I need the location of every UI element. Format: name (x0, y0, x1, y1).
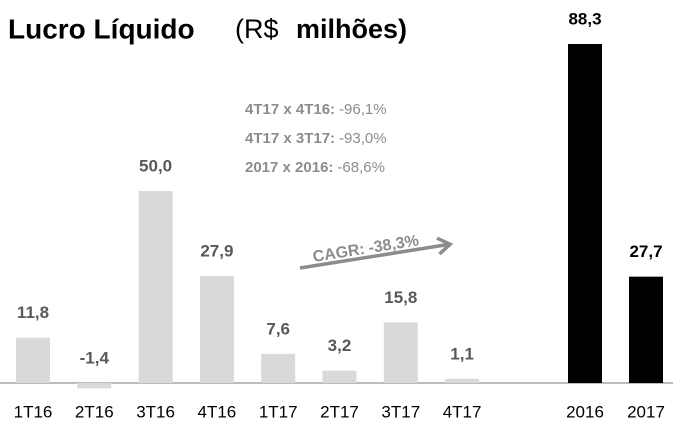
cagr: CAGR:-38,3% (312, 233, 420, 267)
chart-title: Lucro Líquido (8, 13, 195, 44)
bar (199, 275, 234, 383)
data-label: 15,8 (384, 288, 417, 307)
data-label: 27,9 (200, 241, 233, 260)
chart-unit: milhões) (296, 14, 407, 44)
cagr-arrow (299, 236, 454, 270)
bar (322, 370, 357, 383)
bar (261, 353, 296, 383)
x-tick-label: 4T16 (198, 402, 237, 421)
data-label: 11,8 (17, 303, 49, 322)
bar (16, 337, 50, 383)
annotation-label: 4T17 x 4T16: (245, 101, 335, 118)
bar (445, 378, 480, 383)
chart-unit: (R$ (235, 14, 279, 44)
bar (383, 322, 418, 383)
annotation: 2017 x 2016: -68,6% (245, 159, 385, 176)
x-tick-label: 3T17 (381, 402, 420, 421)
annotation-value: -93,0% (339, 130, 387, 147)
x-tick-label: 2T17 (320, 402, 359, 421)
x-tick-label: 3T16 (136, 402, 175, 421)
x-tick-label: 2016 (566, 402, 604, 421)
data-label: 7,6 (266, 319, 290, 338)
bar (138, 191, 173, 383)
x-tick-label: 1T16 (14, 402, 53, 421)
x-tick-label: 2T16 (75, 402, 114, 421)
annotation-label: 2017 x 2016: (245, 159, 333, 176)
annotation-label: 4T17 x 3T17: (245, 130, 335, 147)
bar (568, 44, 602, 383)
annotation: 4T17 x 4T16: -96,1% (245, 101, 387, 118)
data-label: 27,7 (629, 242, 662, 261)
bar (629, 276, 663, 383)
data-label: 50,0 (139, 157, 172, 176)
data-label: 3,2 (328, 336, 352, 355)
x-tick-label: 1T17 (259, 402, 298, 421)
bar (77, 383, 112, 389)
data-label: -1,4 (80, 348, 110, 367)
data-label: 88,3 (568, 9, 601, 28)
x-tick-label: 2017 (627, 402, 665, 421)
x-tick-label: 4T17 (443, 402, 482, 421)
annotation: 4T17 x 3T17: -93,0% (245, 130, 387, 147)
data-label: 1,1 (450, 344, 474, 363)
annotation-value: -68,6% (337, 159, 385, 176)
annotation-value: -96,1% (339, 101, 387, 118)
